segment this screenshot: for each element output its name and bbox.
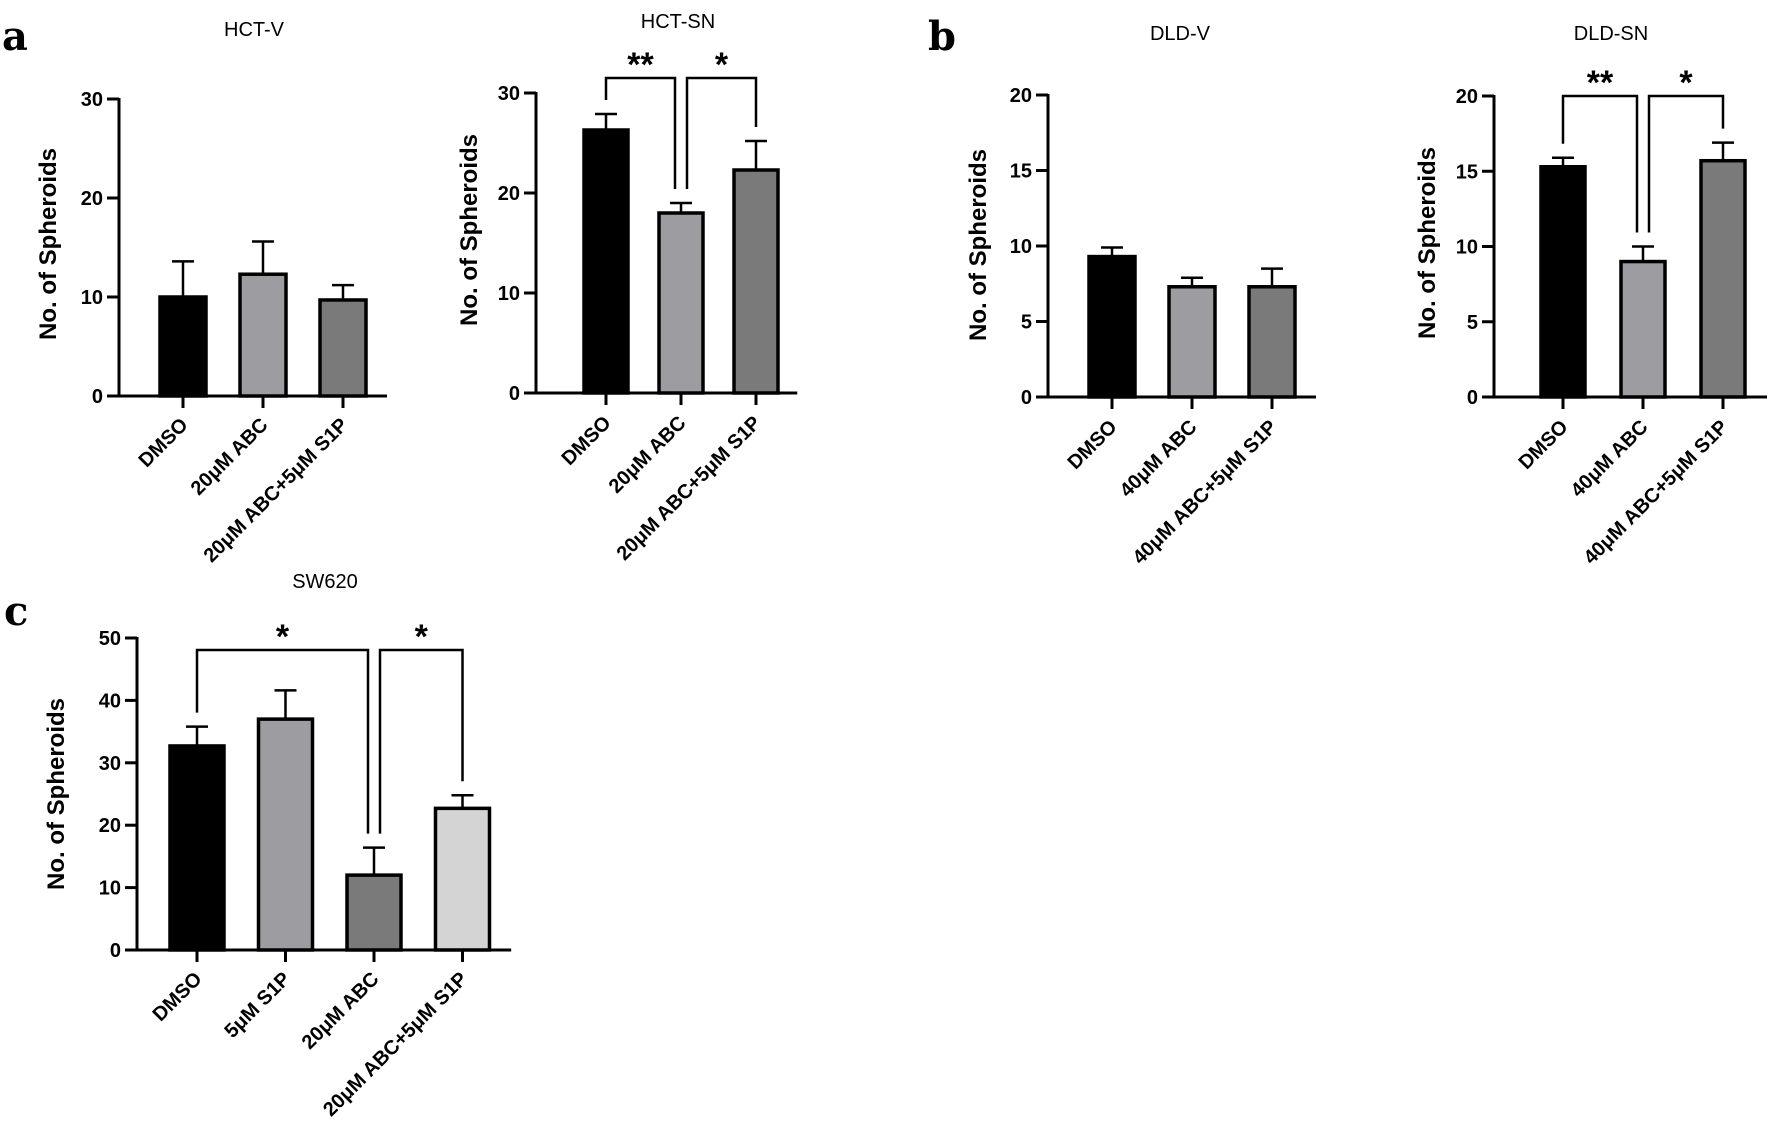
x-tick-label: 40μM ABC+5μM S1P xyxy=(1580,416,1733,569)
x-tick-label: 20μM ABC+5μM S1P xyxy=(200,414,353,567)
y-tick-label: 50 xyxy=(99,628,121,650)
y-tick-label: 10 xyxy=(1456,237,1478,259)
bar xyxy=(1539,164,1587,399)
significance-label: * xyxy=(715,46,729,84)
y-tick-label: 40 xyxy=(99,690,121,712)
x-tick-label: 20μM ABC xyxy=(187,414,273,500)
y-axis-label: No. of Spheroids xyxy=(965,149,992,341)
chart-title: HCT-V xyxy=(224,19,285,41)
bar xyxy=(238,272,288,398)
significance-bracket xyxy=(1561,94,1639,233)
significance-bracket xyxy=(1647,94,1725,233)
y-tick-label: 20 xyxy=(81,188,103,210)
bar xyxy=(657,211,705,395)
y-tick-label: 0 xyxy=(1467,387,1478,409)
significance-label: ** xyxy=(627,46,654,84)
y-tick-label: 5 xyxy=(1467,312,1478,334)
x-tick-label: DMSO xyxy=(1515,416,1573,474)
panel-letter-a: a xyxy=(2,13,28,60)
x-tick-label: 20μM ABC xyxy=(298,968,384,1054)
bar xyxy=(582,128,630,395)
y-tick-label: 15 xyxy=(1456,161,1478,183)
bar xyxy=(732,168,780,395)
y-tick-label: 0 xyxy=(509,383,520,405)
bar xyxy=(1167,285,1217,399)
bar xyxy=(1087,254,1137,399)
bar xyxy=(345,873,403,952)
y-tick-label: 10 xyxy=(498,283,520,305)
panel-letter-c: c xyxy=(4,588,28,635)
y-tick-label: 20 xyxy=(1456,86,1478,108)
x-tick-label: 40μM ABC+5μM S1P xyxy=(1129,416,1282,569)
y-axis-label: No. of Spheroids xyxy=(35,148,62,340)
significance-bracket xyxy=(685,76,758,189)
chart-dld-v: DLD-V No. of Spheroids 0 5 10 15 20 DMSO40μM … xyxy=(965,23,1316,569)
x-tick-label: DMSO xyxy=(135,414,193,472)
significance-label: ** xyxy=(1587,64,1614,102)
y-tick-label: 30 xyxy=(498,83,520,105)
chart-hct-sn: HCT-SN No. of Spheroids 0 10 20 30 DMSO20μM … xyxy=(456,11,798,565)
x-tick-label: 5μM S1P xyxy=(221,968,296,1043)
bar xyxy=(256,717,315,952)
y-tick-label: 10 xyxy=(1010,236,1032,258)
bar xyxy=(1619,259,1667,399)
bar xyxy=(158,295,208,398)
x-tick-label: DMSO xyxy=(1064,416,1122,474)
y-tick-label: 20 xyxy=(498,183,520,205)
x-tick-label: 20μM ABC+5μM S1P xyxy=(613,412,766,565)
x-tick-label: 20μM ABC+5μM S1P xyxy=(319,968,472,1121)
chart-dld-sn: DLD-SN No. of Spheroids 0 5 10 15 20 DMSO40μM… xyxy=(1414,23,1767,569)
significance-label: * xyxy=(1679,64,1693,102)
y-tick-label: 15 xyxy=(1010,161,1032,183)
x-tick-label: 40μM ABC xyxy=(1116,416,1202,502)
y-tick-label: 30 xyxy=(99,753,121,775)
y-tick-label: 0 xyxy=(1021,387,1032,409)
significance-bracket xyxy=(604,76,677,189)
bar xyxy=(433,806,492,952)
significance-label: * xyxy=(276,618,290,656)
y-tick-label: 0 xyxy=(92,386,103,408)
chart-title: DLD-V xyxy=(1150,23,1211,45)
significance-bracket xyxy=(378,648,464,834)
x-tick-label: DMSO xyxy=(558,412,616,470)
x-tick-label: 40μM ABC xyxy=(1567,416,1653,502)
y-axis-label: No. of Spheroids xyxy=(456,134,483,326)
y-tick-label: 30 xyxy=(81,89,103,111)
bar xyxy=(1699,158,1747,399)
bar xyxy=(168,744,226,952)
x-tick-label: DMSO xyxy=(149,968,207,1026)
y-tick-label: 0 xyxy=(110,940,121,962)
y-tick-label: 20 xyxy=(99,815,121,837)
significance-bracket xyxy=(195,648,370,834)
chart-title: HCT-SN xyxy=(641,11,715,33)
bar xyxy=(1247,285,1297,399)
chart-sw620: SW620 No. of Spheroids 0 10 20 30 40 50 DMSO 5μ… xyxy=(43,571,512,1121)
y-tick-label: 5 xyxy=(1021,312,1032,334)
bar xyxy=(318,298,368,398)
chart-title: DLD-SN xyxy=(1574,23,1648,45)
significance-label: * xyxy=(415,618,429,656)
y-tick-label: 10 xyxy=(99,878,121,900)
y-tick-label: 10 xyxy=(81,287,103,309)
chart-title: SW620 xyxy=(292,571,358,593)
panel-letter-b: b xyxy=(928,13,956,60)
y-axis-label: No. of Spheroids xyxy=(1414,147,1441,339)
y-axis-label: No. of Spheroids xyxy=(43,698,70,890)
y-tick-label: 20 xyxy=(1010,85,1032,107)
